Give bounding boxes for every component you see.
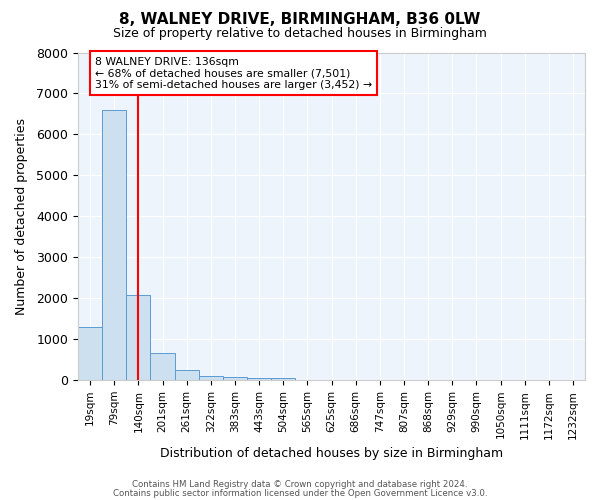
Bar (151, 353, 175, 380)
X-axis label: Distribution of detached houses by size in Birmingham: Distribution of detached houses by size … (160, 447, 503, 460)
Bar (175, 370, 199, 380)
Bar (271, 378, 295, 380)
Bar (199, 376, 223, 380)
Y-axis label: Number of detached properties: Number of detached properties (15, 118, 28, 315)
Bar (127, 295, 151, 380)
Bar (102, 110, 127, 380)
Bar (223, 378, 247, 380)
Text: 8, WALNEY DRIVE, BIRMINGHAM, B36 0LW: 8, WALNEY DRIVE, BIRMINGHAM, B36 0LW (119, 12, 481, 28)
Bar (247, 378, 271, 380)
Bar (78, 327, 102, 380)
Text: Contains HM Land Registry data © Crown copyright and database right 2024.: Contains HM Land Registry data © Crown c… (132, 480, 468, 489)
Text: 8 WALNEY DRIVE: 136sqm
← 68% of detached houses are smaller (7,501)
31% of semi-: 8 WALNEY DRIVE: 136sqm ← 68% of detached… (95, 56, 372, 90)
Text: Contains public sector information licensed under the Open Government Licence v3: Contains public sector information licen… (113, 489, 487, 498)
Text: Size of property relative to detached houses in Birmingham: Size of property relative to detached ho… (113, 28, 487, 40)
